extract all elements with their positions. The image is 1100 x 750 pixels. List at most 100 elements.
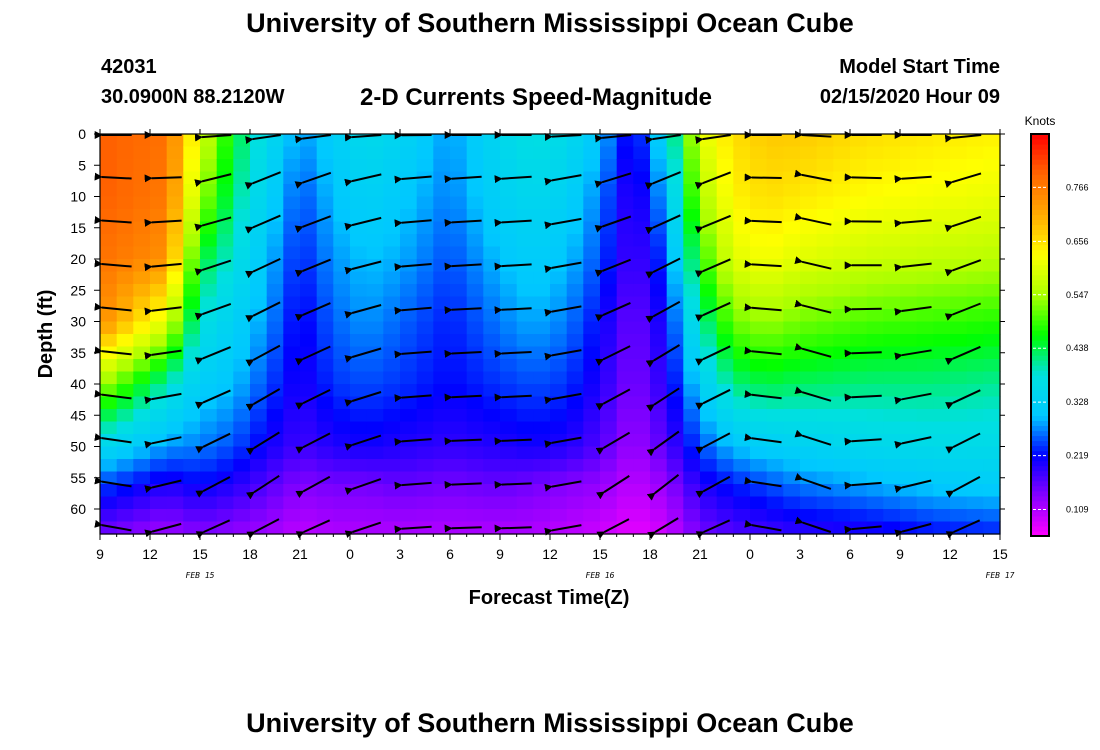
heat-cell — [400, 196, 418, 210]
x-tick-label: 9 — [896, 546, 904, 562]
heat-cell — [350, 284, 368, 298]
heat-cell — [233, 246, 251, 260]
x-tick-label: 12 — [142, 546, 158, 562]
heat-cell — [933, 496, 951, 510]
heat-cell — [816, 496, 834, 510]
heat-cell — [183, 259, 201, 273]
current-vector — [594, 301, 631, 322]
heat-cell — [400, 396, 418, 410]
heat-cell — [566, 284, 584, 298]
heat-cell — [983, 371, 1001, 385]
heat-cell — [600, 209, 618, 223]
heat-cell — [183, 434, 201, 448]
heat-cell — [300, 309, 318, 323]
heat-cell — [883, 284, 901, 298]
heat-cell — [516, 196, 534, 210]
heat-cell — [800, 471, 818, 485]
heat-cell — [883, 509, 901, 523]
heat-cell — [900, 234, 918, 248]
heat-cell — [466, 496, 484, 510]
heat-cell — [483, 171, 501, 185]
heat-cell — [200, 359, 218, 373]
heat-cell — [183, 246, 201, 260]
heat-cell — [933, 209, 951, 223]
heat-cell — [550, 246, 568, 260]
current-vector — [295, 519, 331, 539]
heat-cell — [800, 359, 818, 373]
colorbar-step — [1031, 254, 1049, 261]
heat-cell — [483, 471, 501, 485]
heat-cell — [783, 434, 801, 448]
heat-cell — [233, 509, 251, 523]
heat-cell — [533, 459, 551, 473]
heat-cell — [200, 196, 218, 210]
heat-cell — [100, 196, 118, 210]
date-label: FEB 17 — [986, 571, 1015, 580]
heat-cell — [333, 221, 351, 235]
heat-cell — [916, 496, 934, 510]
heat-cell — [300, 146, 318, 160]
heat-cell — [100, 371, 118, 385]
heat-cell — [983, 509, 1001, 523]
heat-cell — [916, 334, 934, 348]
heat-cell — [533, 296, 551, 310]
current-vector — [194, 302, 232, 321]
heat-cell — [433, 209, 451, 223]
heat-cell — [733, 246, 751, 260]
current-vector — [294, 302, 331, 322]
heat-cell — [416, 171, 434, 185]
heat-cell — [616, 409, 634, 423]
heat-cell — [350, 209, 368, 223]
heat-cell — [666, 359, 684, 373]
heat-cell — [850, 196, 868, 210]
heat-cell — [350, 446, 368, 460]
heat-cell — [166, 184, 184, 198]
heat-cell — [450, 409, 468, 423]
heat-cell — [250, 521, 268, 535]
heat-cell — [950, 396, 968, 410]
heat-cell — [216, 409, 234, 423]
heat-cell — [616, 309, 634, 323]
heat-cell — [766, 421, 784, 435]
heat-cell — [550, 446, 568, 460]
heat-cell — [850, 334, 868, 348]
heat-cell — [450, 321, 468, 335]
heat-cell — [316, 171, 334, 185]
heat-cell — [783, 246, 801, 260]
heat-cell — [466, 134, 484, 148]
heat-cell — [166, 459, 184, 473]
x-tick-label: 3 — [396, 546, 404, 562]
heat-cell — [116, 459, 134, 473]
heat-cell — [633, 446, 651, 460]
heat-cell — [733, 521, 751, 535]
heat-cell — [250, 384, 268, 398]
heat-cell — [333, 446, 351, 460]
heat-cell — [833, 321, 851, 335]
heat-cell — [816, 234, 834, 248]
heat-cell — [183, 496, 201, 510]
heat-cell — [366, 234, 384, 248]
heat-cell — [933, 471, 951, 485]
current-vector — [894, 175, 932, 184]
heat-cell — [750, 296, 768, 310]
heat-cell — [266, 446, 284, 460]
heat-cell — [683, 334, 701, 348]
heat-cell — [550, 309, 568, 323]
heat-cell — [666, 521, 684, 535]
heat-cell — [650, 271, 668, 285]
heat-cell — [750, 234, 768, 248]
heat-cell — [850, 309, 868, 323]
heat-cell — [133, 246, 151, 260]
heat-cell — [733, 359, 751, 373]
heat-cell — [966, 421, 984, 435]
heat-cell — [116, 334, 134, 348]
heat-cell — [600, 296, 618, 310]
heat-cell — [233, 421, 251, 435]
heat-cell — [700, 334, 718, 348]
heat-cell — [116, 471, 134, 485]
heat-cell — [583, 434, 601, 448]
heat-cell — [866, 371, 884, 385]
heat-cell — [633, 371, 651, 385]
colorbar-step — [1031, 465, 1049, 472]
heat-cell — [783, 221, 801, 235]
